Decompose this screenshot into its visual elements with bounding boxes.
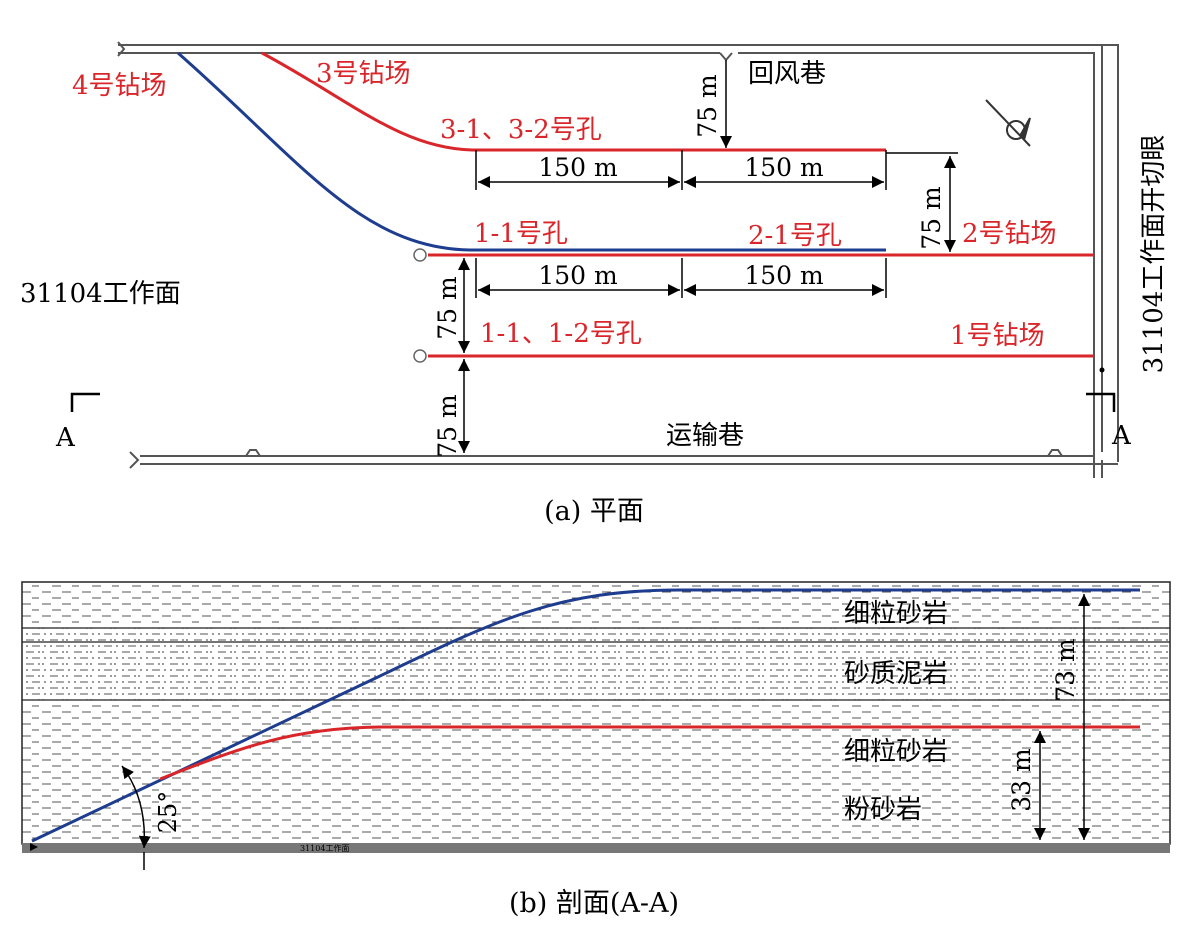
dim-73-label: 73 m bbox=[1051, 638, 1080, 702]
section-mark-right bbox=[1086, 392, 1116, 412]
site-1-label: 1号钻场 bbox=[950, 321, 1045, 351]
section-a-right: A bbox=[1111, 421, 1132, 451]
dim-150-top-right: 150 m bbox=[744, 153, 824, 182]
dim-33-label: 33 m bbox=[1007, 748, 1036, 812]
dimension-lines-mid bbox=[475, 156, 956, 298]
layer-label-sandy-mudstone: 砂质泥岩 bbox=[844, 659, 948, 689]
borehole-start-marker bbox=[413, 248, 427, 262]
hole-blue-curve-plan bbox=[177, 51, 886, 252]
hole-2-1-label: 2-1号孔 bbox=[748, 221, 842, 251]
hole-1-12-label: 1-1、1-2号孔 bbox=[480, 319, 642, 349]
layer-label-siltstone: 粉砂岩 bbox=[844, 795, 922, 825]
plan-view: 4号钻场 3号钻场 3-1、3-2号孔 1-1号孔 2-1号孔 2号钻场 1-1… bbox=[20, 41, 1169, 527]
dim-75-return: 75 m bbox=[693, 74, 722, 138]
dim-75-left-upper: 75 m bbox=[433, 276, 462, 340]
dim-150-mid-left: 150 m bbox=[538, 261, 618, 290]
layer-label-fine-sandstone-top: 细粒砂岩 bbox=[844, 599, 948, 629]
section-dimension-lines bbox=[1034, 594, 1090, 840]
workface-bar bbox=[22, 843, 1170, 853]
angle-arc bbox=[121, 765, 151, 870]
site-4-label: 4号钻场 bbox=[72, 71, 167, 101]
hole-3-curve-plan bbox=[261, 51, 886, 152]
section-a-left: A bbox=[55, 423, 76, 453]
section-view: 31104工作面 25° 73 m 33 m 细粒砂岩 砂质泥岩 细粒砂岩 粉砂… bbox=[21, 581, 1171, 919]
dim-75-left-lower: 75 m bbox=[433, 394, 462, 458]
layer-label-fine-sandstone-bottom: 细粒砂岩 bbox=[844, 737, 948, 767]
dim-150-mid-right: 150 m bbox=[744, 261, 824, 290]
haulage-road-label: 运输巷 bbox=[666, 421, 744, 451]
angle-label: 25° bbox=[154, 791, 182, 834]
dim-75-right: 75 m bbox=[917, 186, 946, 250]
compass-icon bbox=[985, 99, 1031, 147]
hole-red-curve-section bbox=[159, 725, 1140, 781]
plan-caption: (a) 平面 bbox=[544, 496, 644, 527]
dim-150-top-left: 150 m bbox=[538, 153, 618, 182]
borehole-start-marker bbox=[413, 349, 427, 363]
dimension-lines-top bbox=[475, 60, 958, 190]
hole-3-label: 3-1、3-2号孔 bbox=[440, 115, 602, 145]
workface-small-label: 31104工作面 bbox=[300, 843, 349, 853]
site-2-label: 2号钻场 bbox=[962, 219, 1057, 249]
site-3-label: 3号钻场 bbox=[316, 59, 411, 89]
haulage-road bbox=[129, 449, 1118, 469]
workface-label: 31104工作面 bbox=[20, 279, 181, 309]
section-caption: (b) 剖面(A-A) bbox=[509, 888, 679, 919]
open-cut-road bbox=[1093, 44, 1119, 478]
section-mark-left bbox=[70, 392, 100, 412]
open-cut-label: 31104工作面开切眼 bbox=[1139, 135, 1169, 374]
hole-1-1-label: 1-1号孔 bbox=[474, 219, 568, 249]
hole-blue-curve-section bbox=[31, 588, 1140, 843]
layer-fine-sandstone-bottom bbox=[22, 700, 1170, 844]
return-airway-label: 回风巷 bbox=[748, 59, 826, 89]
layer-sandy-mudstone bbox=[22, 628, 1170, 700]
